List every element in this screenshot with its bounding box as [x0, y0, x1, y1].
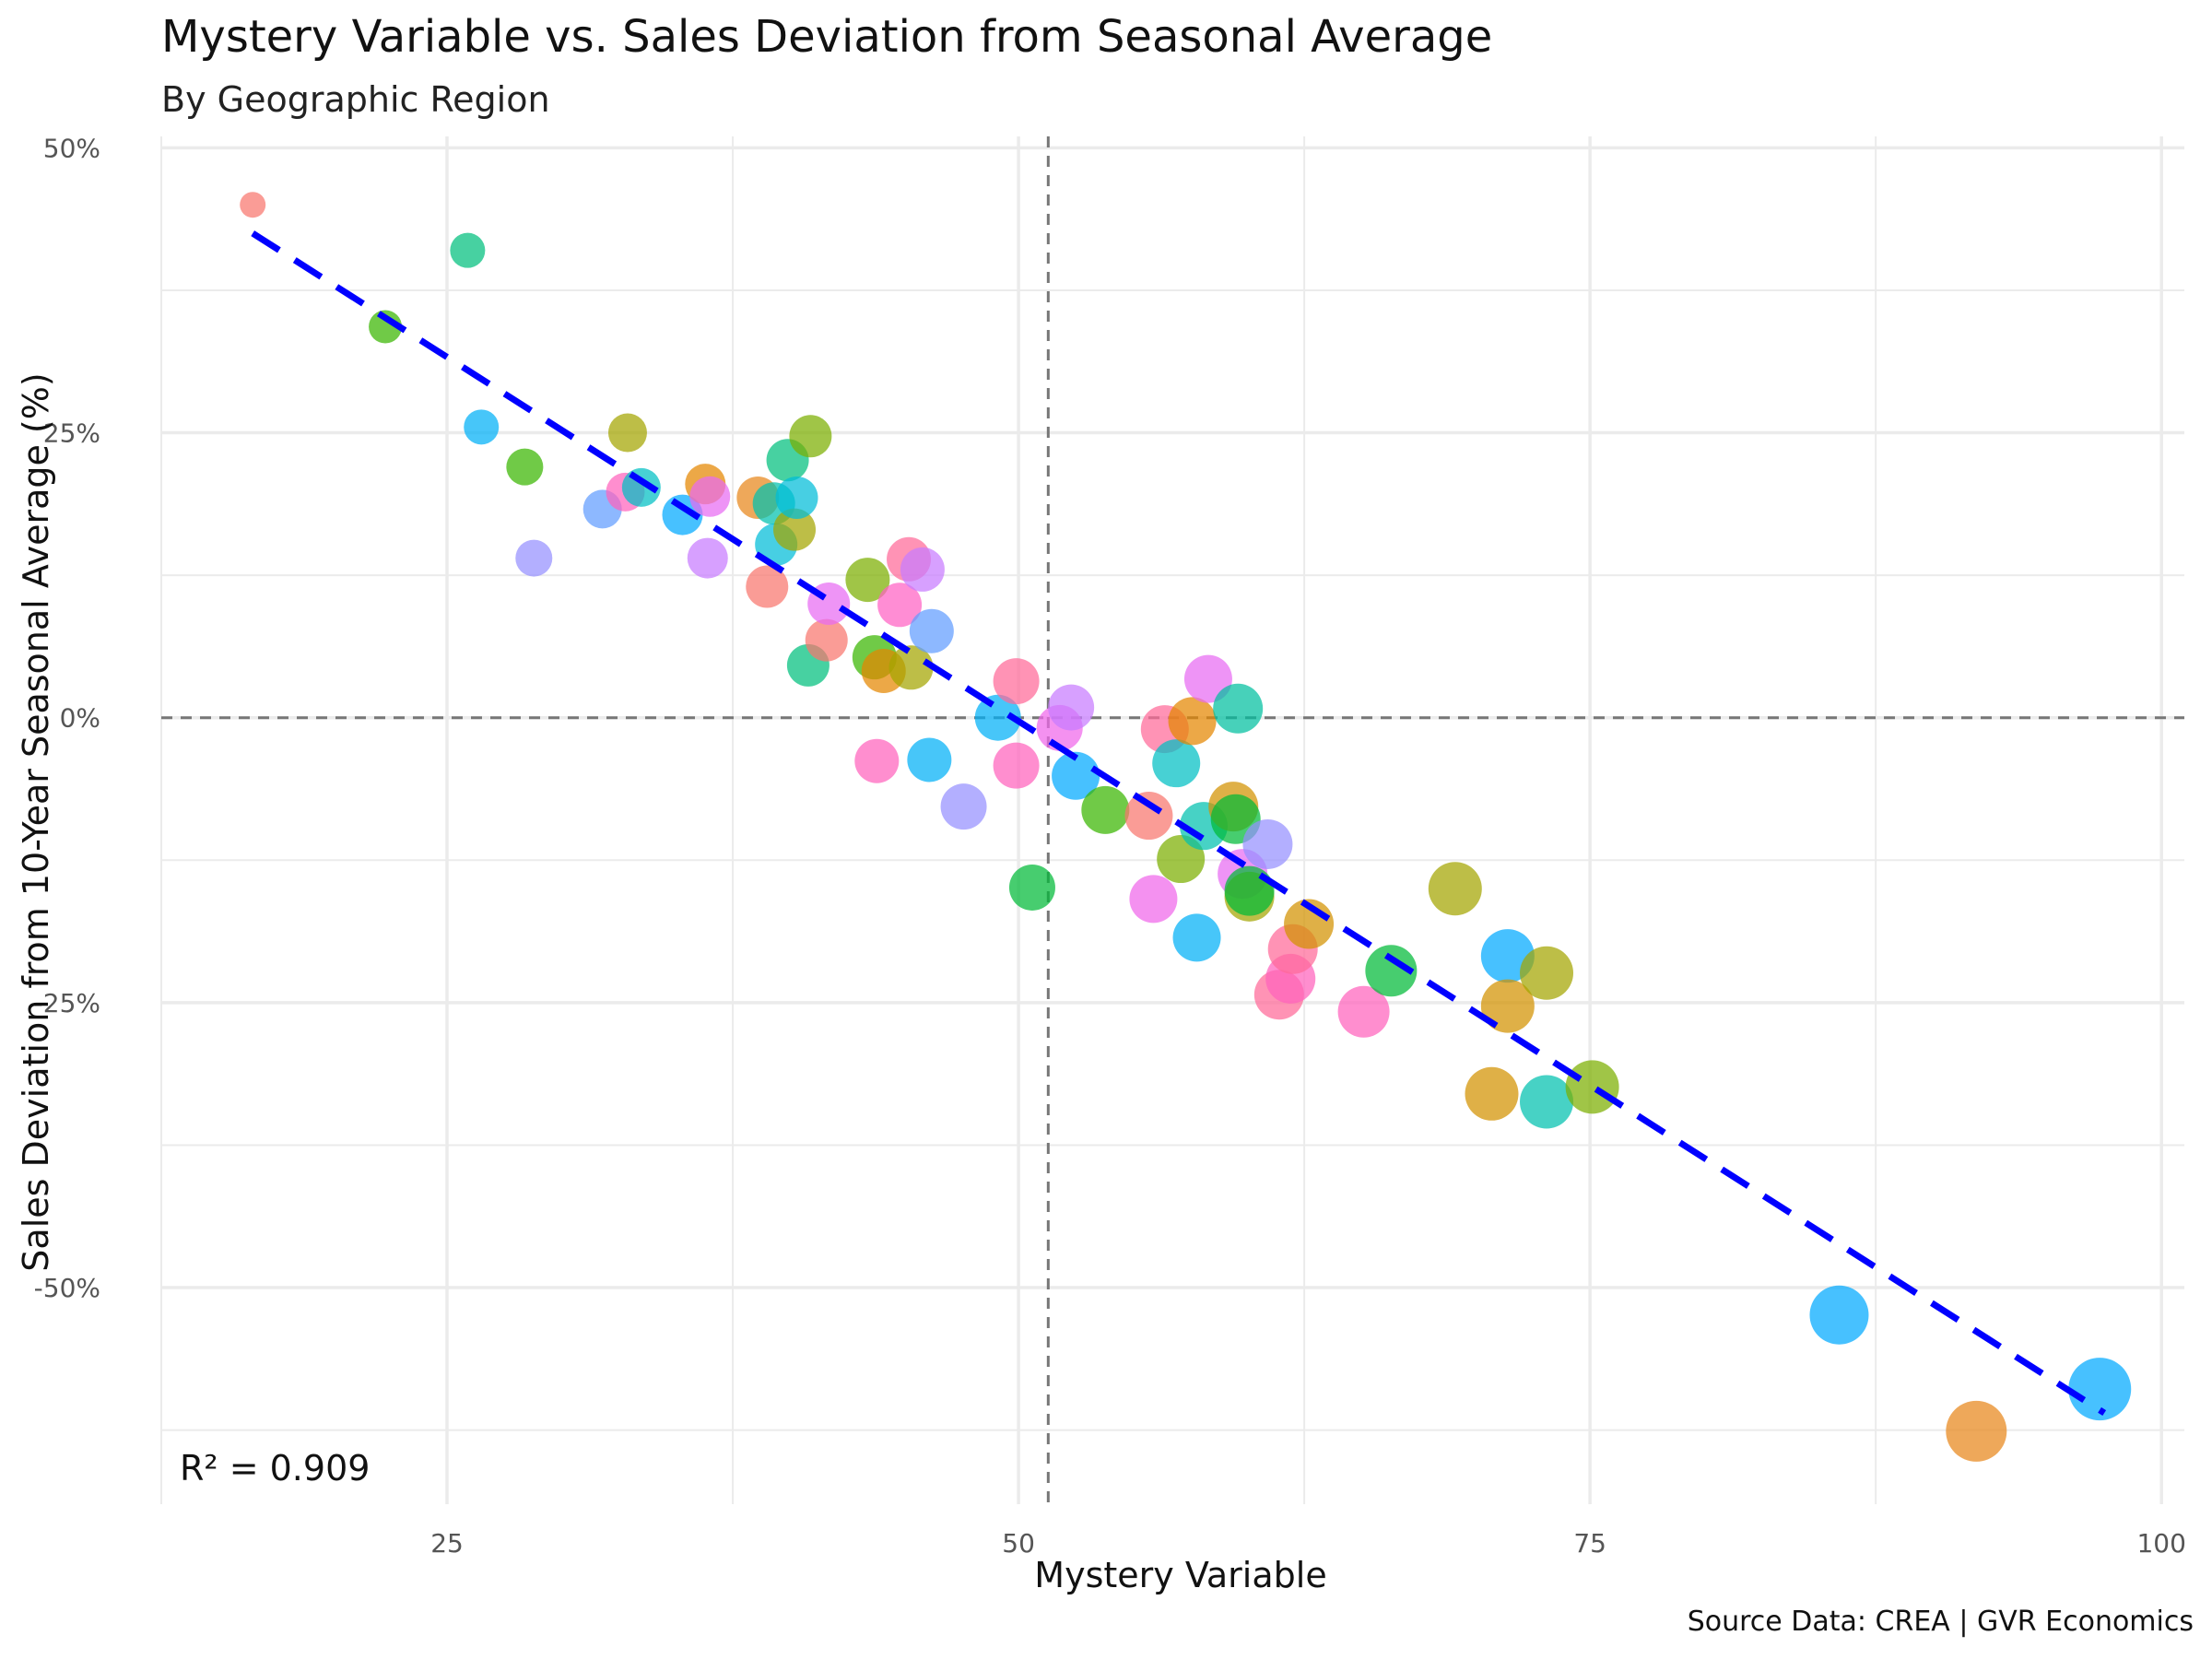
data-point	[1242, 818, 1293, 869]
reference-lines	[161, 136, 2184, 1504]
data-point	[515, 539, 553, 577]
data-point	[993, 658, 1040, 705]
data-point	[1052, 751, 1100, 800]
data-point	[1465, 1066, 1519, 1121]
y-axis-title: Sales Deviation from 10-Year Seasonal Av…	[16, 372, 56, 1271]
data-point	[1946, 1400, 2007, 1462]
x-tick-label: 50	[1002, 1528, 1035, 1559]
x-tick-label: 100	[2136, 1528, 2185, 1559]
data-point	[1520, 946, 1574, 1000]
data-point	[1224, 865, 1275, 916]
x-tick-label: 25	[430, 1528, 464, 1559]
data-point	[877, 582, 923, 628]
data-point	[1428, 862, 1482, 916]
data-point	[1172, 913, 1221, 962]
data-point	[1124, 792, 1173, 841]
data-point	[1152, 739, 1201, 788]
chart-subtitle: By Geographic Region	[161, 79, 550, 120]
data-point	[506, 448, 544, 486]
data-point	[805, 618, 848, 662]
data-point	[607, 413, 647, 453]
data-point	[1008, 864, 1055, 911]
source-caption: Source Data: CREA | GVR Economics	[1687, 1606, 2194, 1638]
data-point	[909, 608, 954, 653]
data-point	[993, 742, 1040, 789]
data-point	[464, 409, 500, 445]
data-point	[974, 694, 1021, 741]
data-point	[369, 310, 403, 344]
y-tick-label: -50%	[34, 1273, 100, 1303]
data-point	[1337, 985, 1390, 1038]
tick-labels: 50% 25% 0% -25% -50% 25 50 75 100	[34, 133, 2186, 1559]
data-point	[746, 565, 789, 608]
y-tick-label: 25%	[43, 418, 100, 449]
data-points	[240, 192, 2132, 1462]
data-point	[240, 192, 266, 218]
data-point	[845, 558, 890, 603]
data-point	[1129, 875, 1178, 924]
data-point	[907, 737, 952, 782]
data-point	[1565, 1060, 1619, 1114]
data-point	[2068, 1358, 2132, 1421]
data-point	[940, 783, 987, 830]
chart-title: Mystery Variable vs. Sales Deviation fro…	[161, 11, 1493, 63]
x-tick-label: 75	[1573, 1528, 1606, 1559]
r-squared-annotation: R² = 0.909	[180, 1448, 370, 1488]
grid-lines	[160, 136, 2184, 1504]
data-point	[773, 508, 817, 551]
data-point	[900, 547, 945, 592]
data-point	[1365, 945, 1418, 997]
x-axis-title: Mystery Variable	[1034, 1555, 1326, 1595]
data-point	[1809, 1285, 1869, 1345]
trend-line-layer	[251, 230, 2107, 1417]
y-tick-label: -25%	[34, 988, 100, 1018]
trend-line	[251, 230, 2107, 1417]
data-point	[854, 738, 900, 783]
y-tick-label: 50%	[43, 133, 100, 163]
data-point	[689, 476, 731, 517]
data-point	[789, 415, 832, 458]
data-point	[1183, 654, 1232, 703]
data-point	[1480, 979, 1535, 1033]
data-point	[1081, 785, 1130, 834]
data-point	[687, 537, 728, 579]
data-point	[1168, 697, 1217, 746]
y-tick-label: 0%	[60, 703, 100, 734]
data-point	[450, 232, 486, 268]
data-point	[1048, 684, 1095, 731]
data-point	[888, 645, 934, 690]
data-point	[1213, 683, 1264, 734]
data-point	[775, 477, 818, 520]
data-point	[1520, 1075, 1574, 1129]
